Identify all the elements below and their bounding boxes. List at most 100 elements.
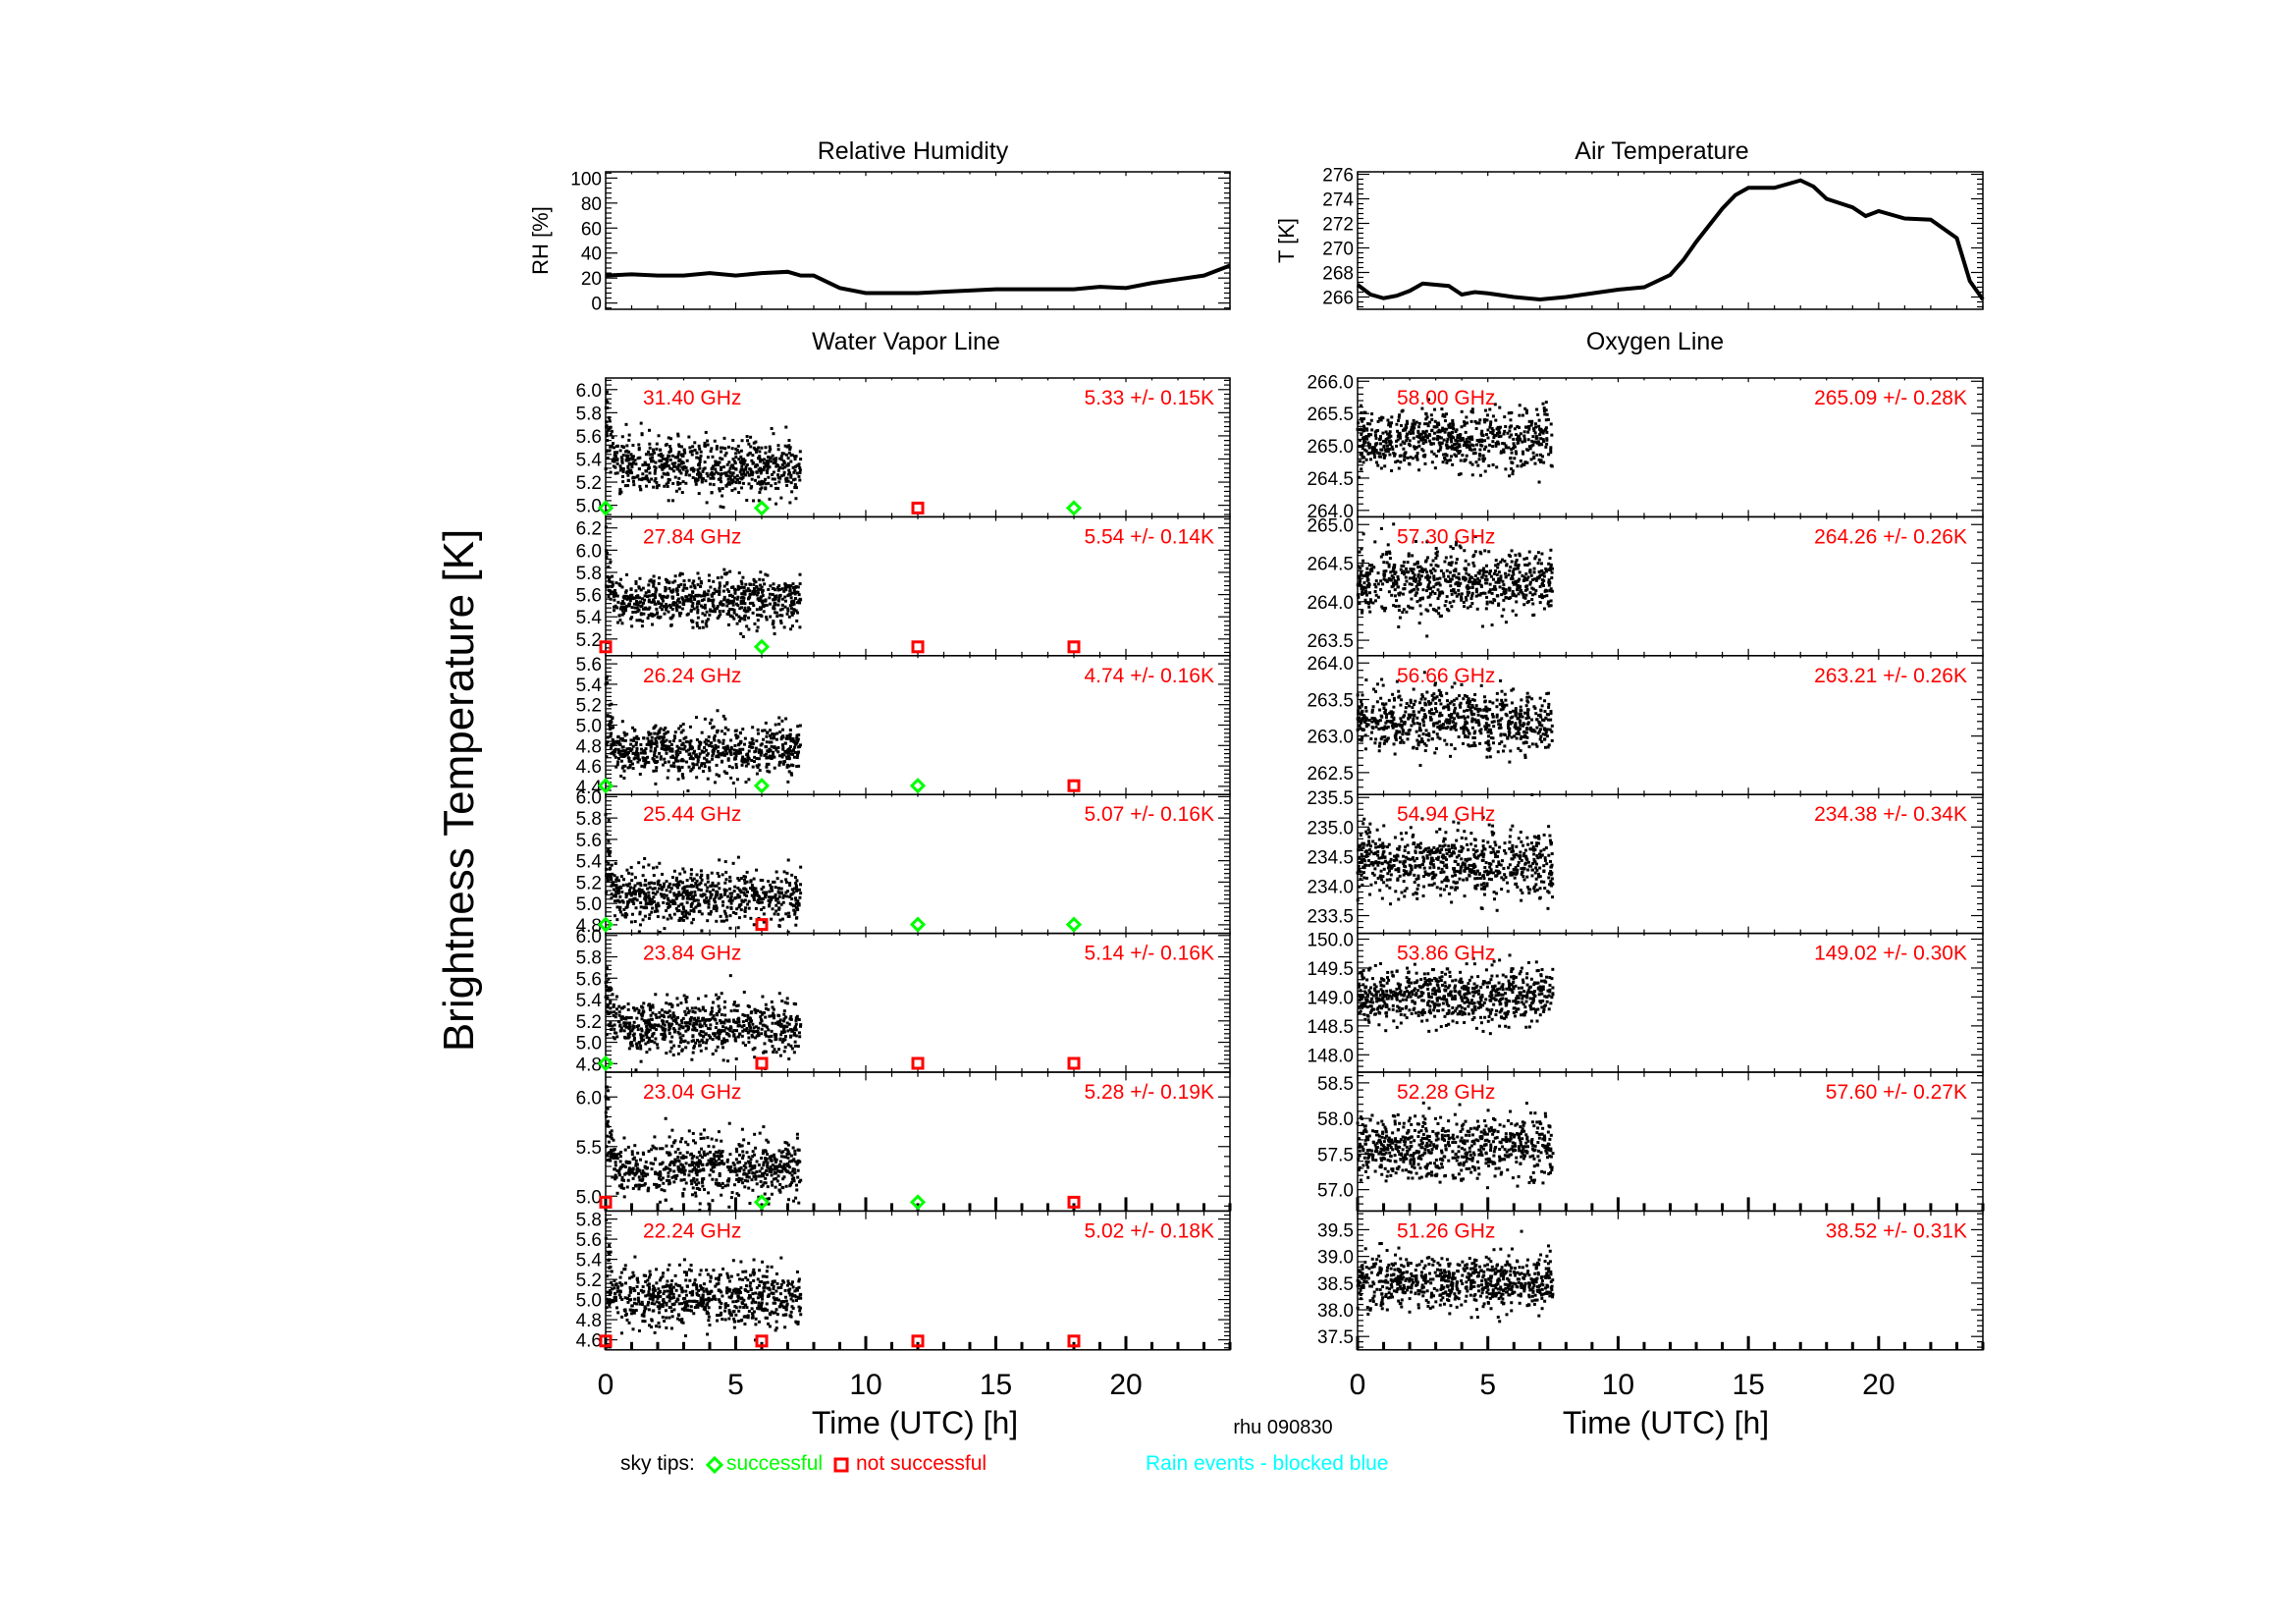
data-point bbox=[626, 464, 630, 468]
data-point bbox=[604, 813, 608, 817]
data-point bbox=[625, 751, 629, 755]
data-point bbox=[751, 1188, 755, 1192]
data-point bbox=[659, 448, 663, 452]
data-point bbox=[730, 615, 734, 619]
data-point bbox=[716, 997, 720, 1001]
data-point bbox=[652, 769, 656, 773]
data-point bbox=[723, 1013, 727, 1017]
data-point bbox=[645, 474, 649, 478]
data-point bbox=[662, 900, 666, 904]
data-point bbox=[616, 760, 620, 764]
data-point bbox=[624, 1017, 628, 1021]
data-point bbox=[639, 588, 643, 592]
data-point bbox=[735, 1029, 739, 1033]
data-point bbox=[625, 902, 629, 906]
data-point bbox=[767, 880, 771, 884]
data-point bbox=[738, 747, 742, 751]
legend-not-successful: not successful bbox=[856, 1452, 987, 1475]
data-point bbox=[633, 920, 637, 924]
data-point bbox=[642, 1171, 646, 1175]
data-point bbox=[766, 769, 770, 773]
data-point bbox=[667, 1135, 671, 1139]
data-point bbox=[607, 977, 611, 981]
data-point bbox=[745, 1151, 749, 1155]
data-point bbox=[649, 731, 653, 735]
data-point bbox=[644, 883, 648, 887]
data-point bbox=[667, 896, 670, 900]
data-point bbox=[715, 909, 719, 913]
data-point bbox=[675, 609, 679, 613]
data-point bbox=[793, 910, 797, 914]
data-point bbox=[778, 1018, 782, 1022]
data-point bbox=[777, 906, 781, 910]
data-point bbox=[797, 463, 801, 467]
data-point bbox=[690, 453, 694, 457]
data-point bbox=[686, 895, 690, 899]
data-point bbox=[785, 751, 789, 755]
data-point bbox=[665, 464, 668, 468]
freq-label: 27.84 GHz bbox=[643, 525, 741, 548]
data-point bbox=[749, 1167, 753, 1171]
data-point bbox=[672, 734, 676, 738]
data-point bbox=[737, 571, 741, 575]
data-point bbox=[684, 1140, 688, 1144]
data-point bbox=[665, 1165, 668, 1169]
plots-layer: 0204060801002662682702722742765.05.25.45… bbox=[570, 166, 1985, 1401]
data-point bbox=[630, 912, 634, 916]
data-point bbox=[621, 738, 625, 742]
data-point bbox=[747, 899, 751, 903]
data-point bbox=[772, 620, 775, 623]
data-point bbox=[764, 572, 768, 576]
y-tick-label: 5.4 bbox=[576, 450, 603, 470]
data-point bbox=[646, 755, 650, 759]
data-point bbox=[740, 582, 744, 586]
data-point bbox=[773, 1032, 776, 1036]
data-point bbox=[788, 604, 792, 608]
data-point bbox=[619, 466, 623, 470]
data-point bbox=[743, 591, 747, 595]
data-point bbox=[680, 910, 684, 914]
data-point bbox=[715, 1178, 719, 1182]
data-point bbox=[668, 899, 672, 903]
data-point bbox=[626, 884, 630, 888]
data-point bbox=[653, 479, 657, 483]
data-point bbox=[619, 774, 623, 778]
data-point bbox=[734, 733, 738, 737]
data-point bbox=[613, 1037, 616, 1041]
data-point bbox=[608, 426, 612, 430]
data-point bbox=[689, 755, 693, 759]
data-point bbox=[695, 1173, 699, 1177]
data-point bbox=[753, 589, 757, 593]
data-point bbox=[645, 1033, 649, 1037]
data-point bbox=[688, 742, 692, 746]
data-point bbox=[758, 490, 762, 494]
data-point bbox=[613, 884, 616, 888]
data-point bbox=[639, 742, 643, 746]
data-point bbox=[669, 747, 673, 751]
data-point bbox=[789, 739, 793, 743]
data-point bbox=[606, 876, 610, 880]
data-point bbox=[774, 460, 777, 464]
data-point bbox=[683, 1168, 687, 1172]
data-point bbox=[725, 582, 729, 586]
data-point bbox=[737, 751, 741, 755]
data-point bbox=[755, 593, 759, 597]
data-point bbox=[697, 1044, 701, 1048]
data-point bbox=[663, 882, 667, 886]
data-point bbox=[627, 750, 631, 754]
data-point bbox=[687, 578, 691, 582]
skytip-success-marker bbox=[597, 778, 614, 794]
data-point bbox=[671, 499, 675, 503]
data-point bbox=[788, 501, 792, 505]
data-point bbox=[651, 453, 655, 457]
data-point bbox=[715, 919, 719, 923]
data-point bbox=[666, 484, 669, 488]
data-point bbox=[789, 460, 793, 463]
data-point bbox=[616, 898, 620, 902]
data-point bbox=[796, 601, 800, 605]
data-point bbox=[675, 587, 679, 591]
data-point bbox=[799, 458, 803, 461]
data-point bbox=[638, 923, 642, 927]
wv-title: Water Vapor Line bbox=[812, 328, 1000, 355]
data-point bbox=[604, 682, 608, 686]
